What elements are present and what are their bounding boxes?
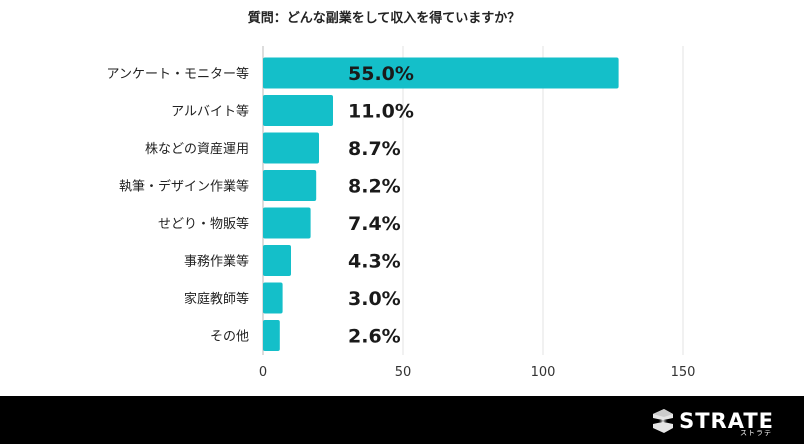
value-label-3: 8.2%	[348, 176, 401, 198]
bar-1	[263, 95, 333, 126]
strate-logo-icon	[653, 409, 674, 433]
category-label-2: 株などの資産運用	[145, 141, 249, 157]
value-label-2: 8.7%	[348, 138, 401, 160]
bar-6	[263, 282, 283, 314]
footer-bar: STRATE ストラテ	[0, 396, 804, 444]
bar-5	[263, 245, 291, 276]
value-label-1: 11.0%	[348, 101, 414, 123]
category-label-6: 家庭教師等	[184, 291, 249, 307]
chart-title: 質問：どんな副業をして収入を得ていますか？	[248, 10, 521, 26]
value-label-6: 3.0%	[348, 288, 401, 310]
strate-logo: STRATE ストラテ	[652, 404, 774, 438]
x-tick-label-1: 50	[395, 365, 412, 380]
logo-wordmark: STRATE	[679, 408, 774, 433]
x-tick-label-2: 100	[531, 365, 556, 380]
value-label-5: 4.3%	[348, 251, 401, 273]
bar-2	[263, 132, 319, 164]
category-label-3: 執筆・デザイン作業等	[119, 179, 249, 195]
bar-3	[263, 170, 317, 201]
value-label-4: 7.4%	[348, 213, 401, 235]
category-label-5: 事務作業等	[184, 254, 249, 270]
category-label-0: アンケート・モニター等	[107, 66, 249, 82]
value-label-7: 2.6%	[348, 326, 401, 348]
x-tick-label-0: 0	[259, 365, 267, 380]
logo-katakana: ストラテ	[740, 429, 772, 437]
category-label-4: せどり・物販等	[158, 216, 249, 232]
bar-0	[263, 57, 619, 89]
category-label-7: その他	[210, 330, 249, 345]
value-label-0: 55.0%	[348, 63, 414, 85]
bar-7	[263, 320, 280, 351]
category-label-1: アルバイト等	[171, 104, 249, 120]
bar-4	[263, 207, 311, 239]
x-tick-label-3: 150	[671, 365, 696, 380]
